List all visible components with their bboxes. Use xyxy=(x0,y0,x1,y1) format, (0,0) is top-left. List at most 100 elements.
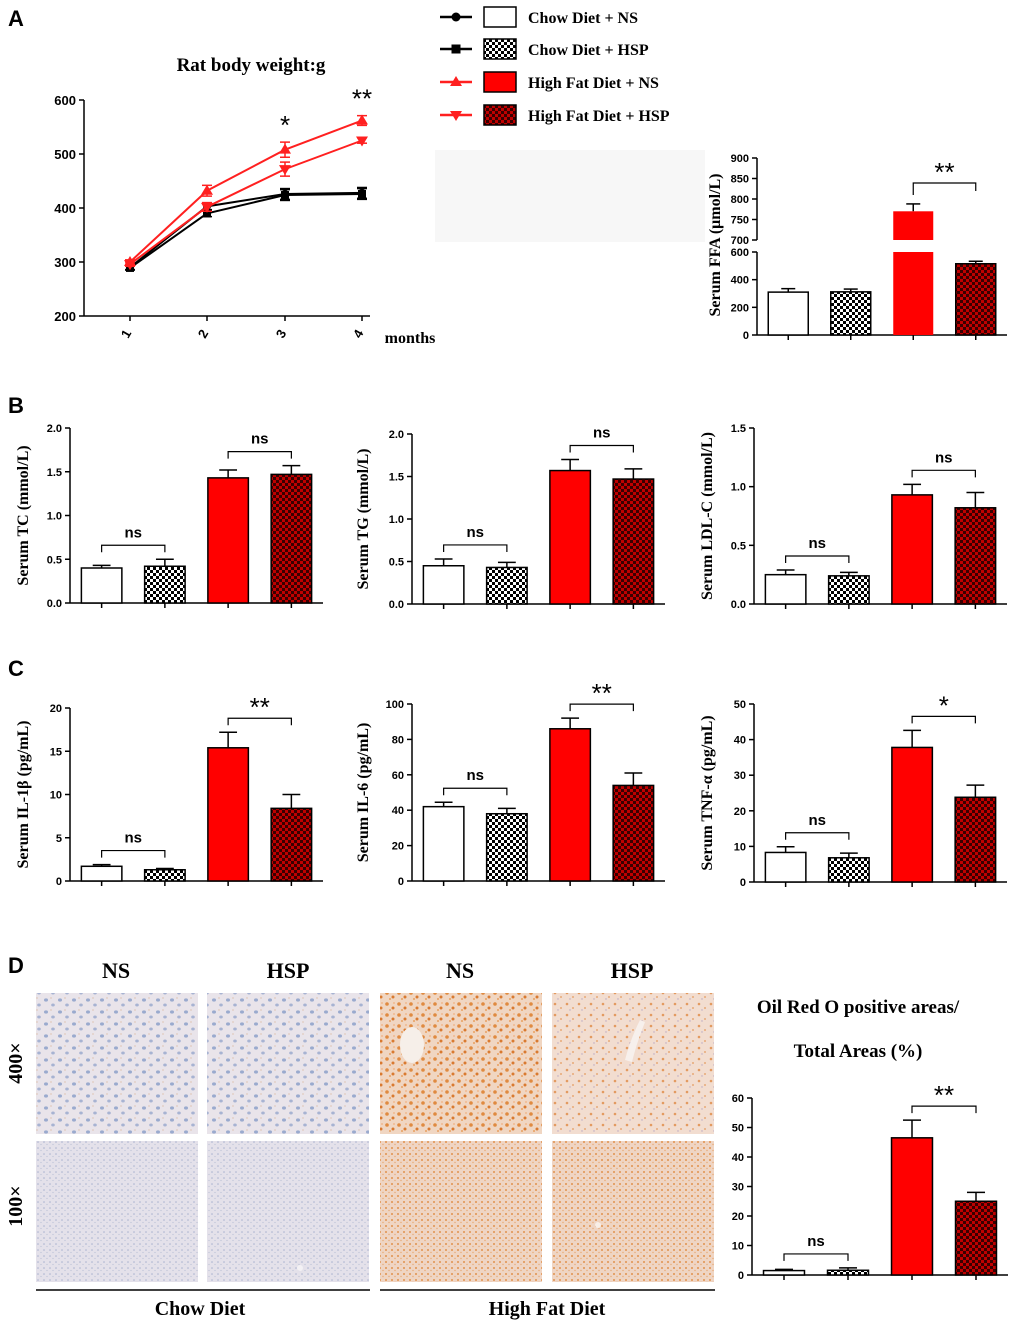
micrograph-hfd-hsp-100x xyxy=(552,1141,714,1282)
y-tick-label: 0.5 xyxy=(47,554,62,566)
x-tick-label: 1 xyxy=(118,327,135,341)
col-label-hfd-hsp: HSP xyxy=(611,958,654,983)
point-marker xyxy=(356,114,368,125)
significance-ns: ns xyxy=(466,524,484,541)
bar-3 xyxy=(612,784,655,882)
bar-1 xyxy=(827,575,870,605)
y-axis-label: Serum IL-6 (pg/mL) xyxy=(355,723,372,863)
comparison-bracket xyxy=(785,555,850,563)
y-tick-label: 850 xyxy=(731,174,749,186)
significance-stars: ** xyxy=(352,84,372,114)
panel-letter-c: C xyxy=(8,656,24,681)
y-tick-label: 0.0 xyxy=(389,599,404,611)
y-tick-label: 400 xyxy=(731,275,749,287)
legend-marker-square-icon xyxy=(451,44,461,54)
chart-oil-red-o: 0 10 20 30 40 50 60 ns ** Oil Red O positive area… xyxy=(732,997,1008,1282)
y-tick-label: 30 xyxy=(732,1182,744,1194)
comparison-bracket xyxy=(569,703,634,712)
col-label-chow-hsp: HSP xyxy=(267,958,310,983)
x-tick-label: 3 xyxy=(273,327,290,341)
micrograph-hfd-ns-400x xyxy=(380,993,542,1134)
legend-label: Chow Diet + NS xyxy=(528,10,638,27)
bar-0 xyxy=(422,565,465,605)
bar-2 xyxy=(207,747,250,882)
point-marker xyxy=(356,136,368,147)
legend-swatch-2 xyxy=(483,71,517,93)
significance-ns: ns xyxy=(593,425,611,442)
y-tick-label: 20 xyxy=(732,1211,744,1223)
significance-stars: ** xyxy=(934,157,954,187)
y-tick-label: 60 xyxy=(392,770,404,782)
y-axis-label: Serum TNF-α (pg/mL) xyxy=(699,715,716,870)
y-tick-label: 0 xyxy=(56,876,62,888)
y-axis-label: Serum TG (mmol/L) xyxy=(355,448,372,589)
legend-label: High Fat Diet + NS xyxy=(528,75,659,92)
panel-letter-a: A xyxy=(8,6,24,31)
significance-ns: ns xyxy=(808,535,826,552)
bar-0 xyxy=(767,291,809,336)
y-tick-label: 2.0 xyxy=(47,423,62,435)
y-axis-label: Serum TC (mmol/L) xyxy=(15,445,32,585)
chart-title-line: Total Areas (%) xyxy=(794,1041,923,1062)
col-label-chow-ns: NS xyxy=(102,958,130,983)
significance-stars: * xyxy=(280,110,290,140)
y-tick-label: 1.0 xyxy=(389,514,404,526)
y-tick-label: 20 xyxy=(734,806,746,818)
y-axis-label: Serum LDL-C (mmol/L) xyxy=(699,432,716,600)
bar-0 xyxy=(80,865,123,882)
y-tick-label: 200 xyxy=(54,309,76,324)
x-tick-label: 4 xyxy=(350,326,367,340)
y-tick-label: 400 xyxy=(54,201,76,216)
y-tick-label: 0 xyxy=(398,876,404,888)
bar-3 xyxy=(955,263,997,336)
y-tick-label: 20 xyxy=(392,841,404,853)
micrograph-chow-ns-100x xyxy=(36,1141,198,1282)
micrograph-chow-hsp-400x xyxy=(207,993,369,1134)
y-tick-label: 10 xyxy=(732,1241,744,1253)
comparison-bracket xyxy=(227,451,292,459)
y-tick-label: 500 xyxy=(54,147,76,162)
chart-serum-il6: 0 20 40 60 80 100 ns ** Serum IL-6 (pg/mL) xyxy=(355,678,665,888)
bar-1 xyxy=(826,1269,870,1276)
point-marker xyxy=(358,189,366,198)
legend-label: Chow Diet + HSP xyxy=(528,42,649,59)
bar-2 xyxy=(891,746,934,883)
bar-0 xyxy=(422,805,465,882)
row-label-400x: 400× xyxy=(5,1042,27,1083)
series-line-2 xyxy=(129,119,363,263)
y-tick-label: 15 xyxy=(50,746,62,758)
bar-3 xyxy=(954,796,997,883)
y-axis-label: Serum IL-1β (pg/mL) xyxy=(15,721,32,869)
micrograph-chow-ns-400x xyxy=(36,993,198,1134)
y-tick-label: 0 xyxy=(743,330,749,342)
y-tick-label: 0.5 xyxy=(389,557,404,569)
bar-0 xyxy=(764,851,807,883)
y-tick-label: 2.0 xyxy=(389,429,404,441)
comparison-bracket xyxy=(443,787,508,796)
y-tick-label: 5 xyxy=(56,833,62,845)
y-tick-label: 0.0 xyxy=(47,598,62,610)
group-label-chow: Chow Diet xyxy=(155,1298,246,1320)
point-marker xyxy=(279,143,291,154)
y-tick-label: 600 xyxy=(54,93,76,108)
y-tick-label: 60 xyxy=(732,1093,744,1105)
chart-body-weight: Rat body weight:g 200 300 400 500 600 1 2 3 4 mont… xyxy=(54,55,435,347)
y-tick-label: 1.0 xyxy=(47,511,62,523)
bar-1 xyxy=(830,291,872,336)
y-tick-label: 50 xyxy=(734,699,746,711)
comparison-bracket xyxy=(911,469,976,478)
y-tick-label: 750 xyxy=(731,215,749,227)
comparison-bracket xyxy=(443,544,508,552)
comparison-bracket xyxy=(783,1253,849,1261)
y-tick-label: 50 xyxy=(732,1123,744,1135)
legend: Chow Diet + NS Chow Diet + HSP High Fat Di… xyxy=(440,6,670,126)
y-tick-label: 1.5 xyxy=(731,423,746,435)
chart-title-line: Oil Red O positive areas/ xyxy=(757,997,960,1018)
bar-2-lower xyxy=(893,252,934,335)
point-marker xyxy=(279,165,291,176)
chart-serum-tg: 0.0 0.5 1.0 1.5 2.0 ns ns Serum TG (mmol/L) xyxy=(355,425,665,611)
y-tick-label: 20 xyxy=(50,703,62,715)
bar-2 xyxy=(207,477,250,604)
